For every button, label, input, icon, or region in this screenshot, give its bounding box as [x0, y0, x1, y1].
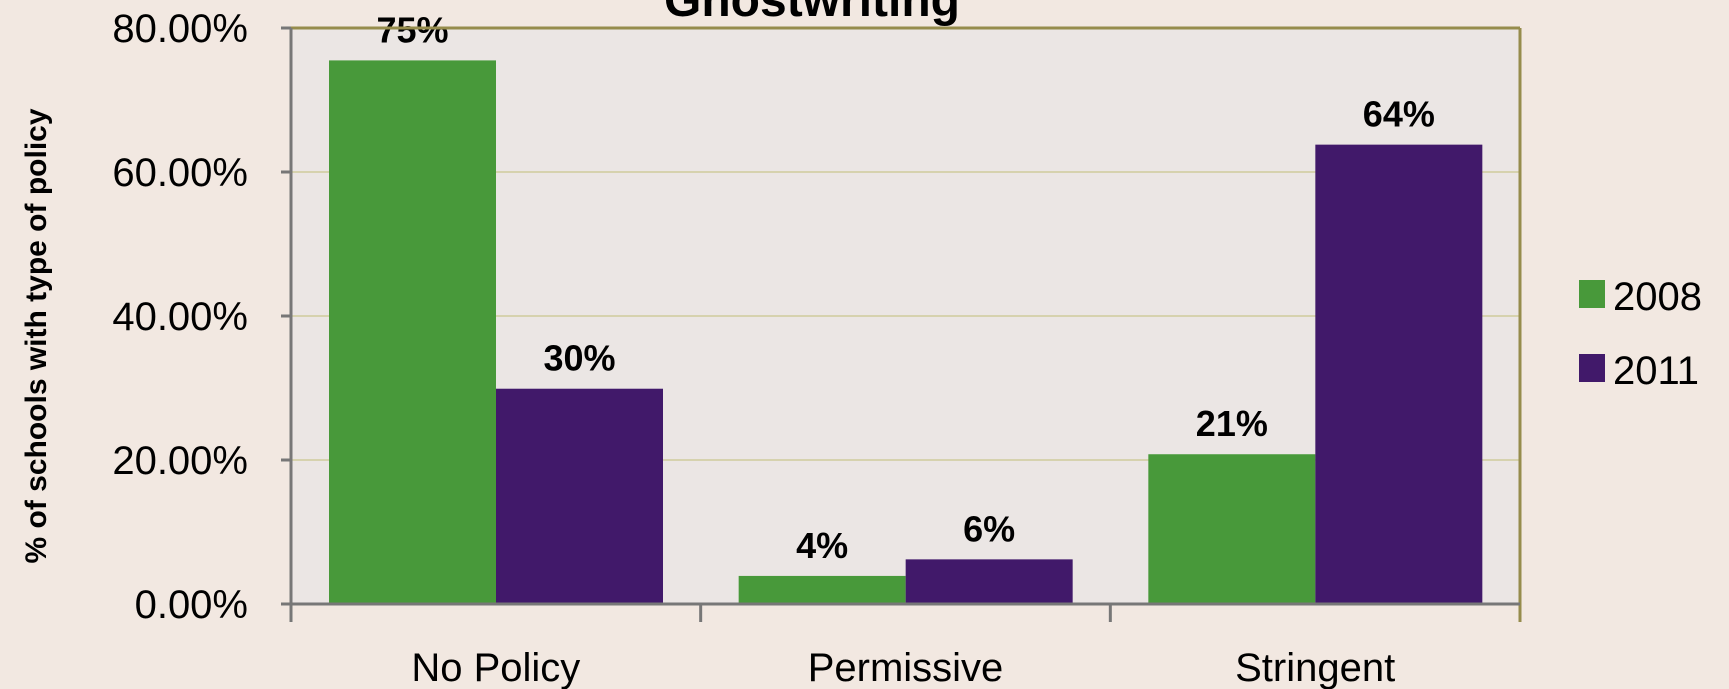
- data-label: 4%: [796, 525, 848, 566]
- y-tick-label: 20.00%: [112, 439, 248, 483]
- x-tick-label: Stringent: [1235, 646, 1395, 689]
- y-tick-label: 60.00%: [112, 151, 248, 195]
- data-label: 30%: [543, 338, 615, 379]
- bar-2008: [1148, 454, 1316, 604]
- x-tick-label: No Policy: [411, 646, 580, 689]
- legend-swatch-2008: [1579, 280, 1605, 308]
- data-labels: 75% 30% 4% 6% 21% 64%: [376, 9, 1434, 566]
- data-label: 6%: [963, 508, 1015, 549]
- axes: [281, 26, 1522, 622]
- y-tick-label: 40.00%: [112, 295, 248, 339]
- y-tick-labels: 0.00% 20.00% 40.00% 60.00% 80.00%: [112, 7, 248, 627]
- y-tick-label: 0.00%: [135, 583, 248, 627]
- bar-2008: [738, 575, 906, 604]
- chart-title: Ghostwriting: [664, 0, 960, 27]
- data-label: 21%: [1196, 403, 1268, 444]
- x-tick-label: Permissive: [808, 646, 1004, 689]
- bar-2011: [905, 559, 1073, 604]
- bar-2011: [1315, 144, 1483, 604]
- legend: 2008 2011: [1579, 275, 1702, 393]
- legend-label: 2011: [1613, 349, 1699, 393]
- y-axis-title: % of schools with type of policy: [20, 108, 53, 563]
- bars: [329, 60, 1483, 604]
- data-label: 75%: [376, 9, 448, 50]
- legend-label: 2008: [1613, 275, 1702, 319]
- legend-swatch-2011: [1579, 354, 1605, 382]
- y-tick-label: 80.00%: [112, 7, 248, 51]
- bar-2011: [496, 388, 663, 604]
- data-label: 64%: [1363, 94, 1435, 135]
- x-tick-labels: No Policy Permissive Stringent: [411, 646, 1395, 689]
- bar-2008: [329, 60, 496, 604]
